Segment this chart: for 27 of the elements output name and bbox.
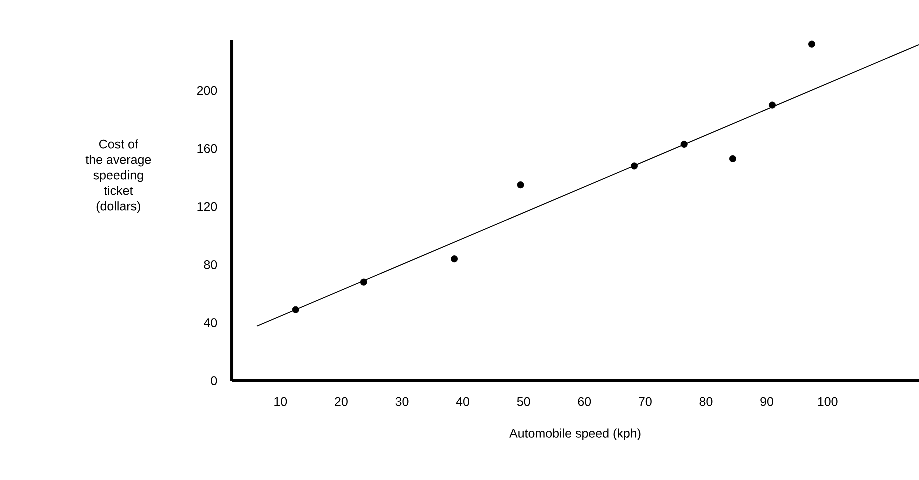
x-tick-label: 60 (578, 397, 592, 406)
point (680, 140, 688, 148)
y-tick-label: 120 (198, 202, 218, 212)
point (517, 182, 524, 189)
point (630, 162, 638, 170)
point (292, 306, 300, 314)
x-tick-label: 40 (456, 397, 470, 406)
point (729, 155, 736, 162)
x-tick-label: 70 (639, 397, 652, 406)
point (808, 40, 816, 48)
x-axis-title: Automobile speed (kph) (510, 428, 641, 440)
x-tick-label: 50 (517, 397, 530, 406)
y-tick-label: 40 (204, 318, 218, 328)
x-tick-label: 20 (335, 397, 348, 406)
x-tick-label: 10 (274, 397, 288, 406)
x-tick-label: 80 (700, 397, 713, 406)
point (768, 102, 776, 109)
y-tick-label: 160 (198, 144, 218, 154)
x-tick-label: 90 (760, 397, 774, 406)
y-tick-label: 200 (197, 86, 218, 96)
y-tick-label: 80 (204, 260, 218, 270)
x-tick-label: 100 (818, 397, 838, 406)
y-axis-title: Cost of the average speeding ticket (dollars) (86, 140, 152, 214)
point (451, 256, 458, 263)
y-tick-label: 0 (211, 376, 218, 386)
point (360, 278, 368, 286)
x-tick-label: 30 (396, 397, 409, 406)
